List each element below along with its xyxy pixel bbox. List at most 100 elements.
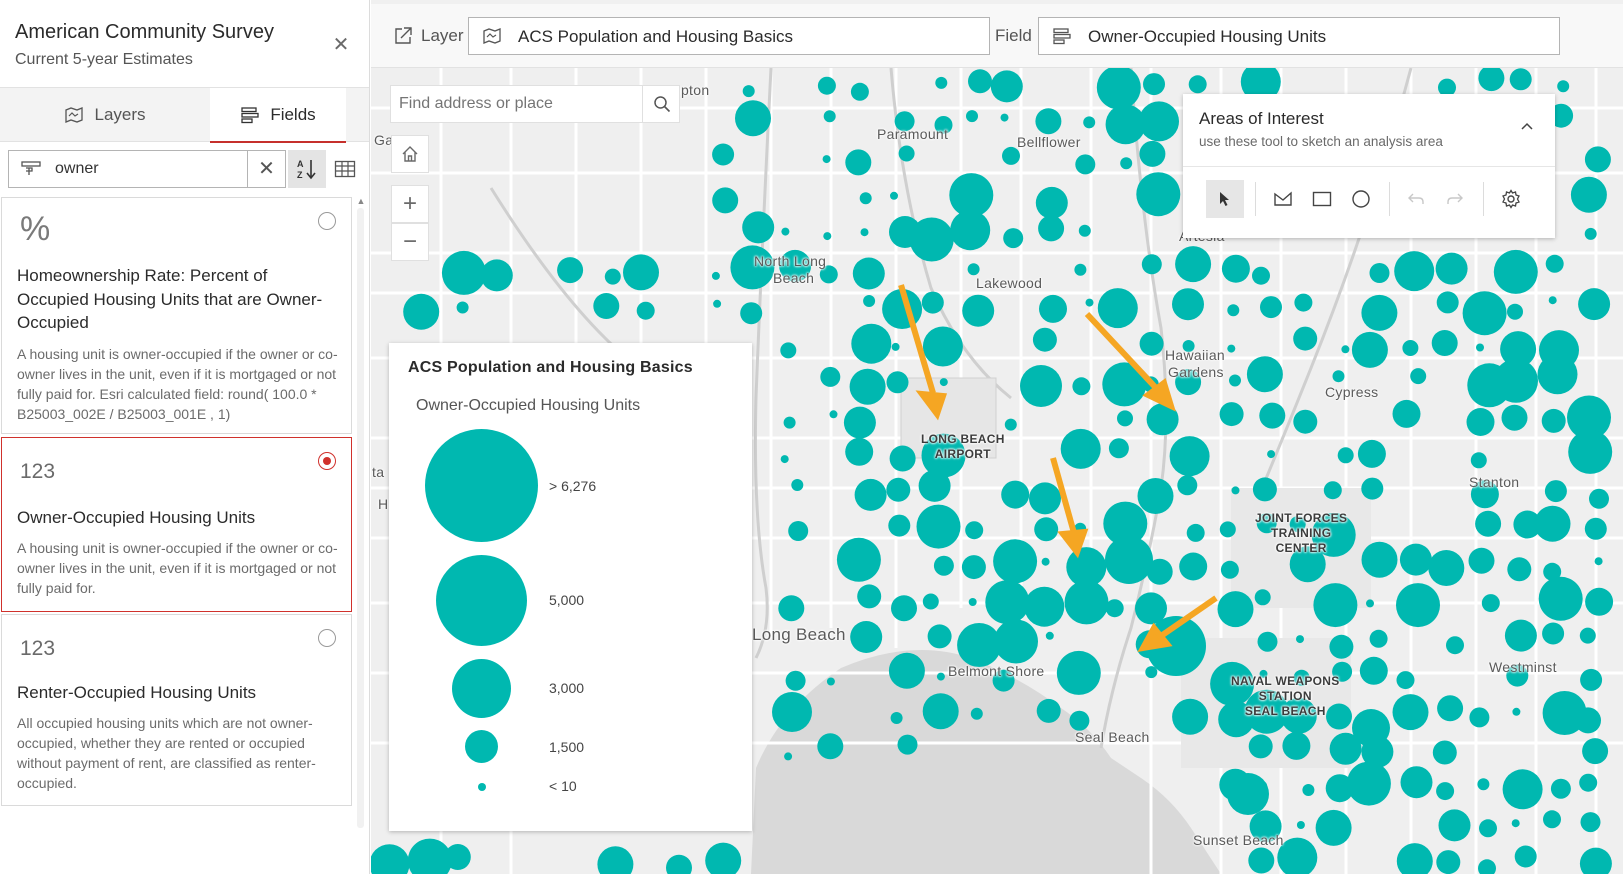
symbol-bubble: [1361, 477, 1384, 500]
symbol-bubble: [1256, 513, 1277, 534]
panel-tabs: Layers Fields: [0, 88, 369, 143]
field-select[interactable]: Owner-Occupied Housing Units: [1038, 17, 1560, 55]
search-input[interactable]: [399, 86, 639, 122]
symbol-bubble: [849, 368, 886, 405]
map-layers-icon: [483, 28, 501, 44]
chevron-up-icon[interactable]: [1517, 116, 1537, 136]
symbol-bubble: [1172, 288, 1204, 321]
symbol-bubble: [933, 555, 954, 576]
symbol-bubble: [1280, 697, 1317, 734]
symbol-bubble: [852, 257, 885, 290]
naval-label-line3: SEAL BEACH: [1244, 704, 1326, 718]
sort-az-icon[interactable]: A Z: [288, 150, 326, 188]
zoom-out-button[interactable]: −: [391, 223, 429, 261]
symbol-bubble: [772, 692, 812, 732]
symbol-bubble: [890, 191, 898, 200]
place-label-long-beach: Long Beach: [752, 625, 846, 644]
table-icon[interactable]: [330, 150, 360, 188]
symbol-bubble: [1210, 661, 1255, 706]
symbol-bubble: [1172, 698, 1209, 735]
symbol-bubble: [557, 257, 584, 284]
field-card-homeownership-rate[interactable]: % Homeownership Rate: Percent of Occupie…: [1, 197, 352, 434]
symbol-bubble: [922, 693, 959, 730]
symbol-bubble: [1002, 146, 1020, 165]
symbol-bubble: [922, 593, 939, 610]
symbol-bubble: [780, 342, 797, 359]
home-icon[interactable]: [391, 135, 429, 173]
field-name: Homeownership Rate: Percent of Occupied …: [17, 266, 323, 332]
symbol-bubble: [965, 521, 984, 540]
polygon-icon[interactable]: [1264, 180, 1302, 218]
place-label-hawaiian-gardens: Hawaiian: [1165, 347, 1225, 363]
symbol-bubble: [1594, 557, 1603, 566]
symbol-bubble: [1252, 266, 1270, 285]
redo-icon[interactable]: [1436, 180, 1474, 218]
symbol-bubble: [1066, 547, 1107, 588]
scrollbar-thumb[interactable]: [357, 208, 364, 828]
symbol-bubble-large: [1227, 773, 1269, 815]
symbol-bubble: [889, 445, 916, 472]
close-icon[interactable]: ✕: [332, 34, 350, 56]
symbol-bubble: [1534, 505, 1571, 542]
symbol-bubble: [1446, 636, 1464, 655]
layer-select[interactable]: ACS Population and Housing Basics: [468, 17, 990, 55]
symbol-bubble: [1369, 263, 1390, 283]
symbol-bubble: [1182, 340, 1195, 352]
symbol-bubble: [666, 854, 692, 874]
symbol-bubble: [1466, 408, 1495, 436]
symbol-bubble: [604, 268, 621, 285]
symbol-bubble: [1034, 517, 1059, 542]
map-view[interactable]: mpton Paramount Bellflower Artesia North…: [371, 68, 1623, 874]
scroll-up-arrow-icon[interactable]: ▲: [356, 196, 366, 206]
field-description: All occupied housing units which are not…: [17, 715, 316, 791]
select-pointer-icon[interactable]: [1206, 180, 1244, 218]
clear-filter-button[interactable]: ✕: [248, 150, 286, 188]
symbol-bubble: [1394, 251, 1435, 292]
place-label-seal-beach: Seal Beach: [1075, 729, 1150, 745]
zoom-in-button[interactable]: +: [391, 185, 429, 223]
field-filter[interactable]: [8, 150, 248, 188]
symbol-bubble: [1436, 782, 1455, 801]
symbol-bubble: [1506, 664, 1529, 687]
settings-gear-icon[interactable]: [1492, 180, 1530, 218]
symbol-bubble: [1361, 294, 1398, 331]
annotation-arrows: [898, 284, 1218, 652]
field-card-owner-occupied[interactable]: 123 Owner-Occupied Housing Units A housi…: [1, 437, 352, 612]
symbol-bubble: [1392, 399, 1421, 428]
symbol-bubble: [1143, 73, 1165, 96]
tab-fields[interactable]: Fields: [210, 88, 346, 143]
place-label-belmont-shore: Belmont Shore: [948, 663, 1045, 679]
field-radio-selected[interactable]: [318, 452, 336, 470]
symbol-bubble: [1477, 778, 1490, 791]
jftc-label-line3: CENTER: [1275, 541, 1327, 555]
open-external-icon[interactable]: [393, 26, 413, 46]
field-card-renter-occupied[interactable]: 123 Renter-Occupied Housing Units All oc…: [1, 614, 352, 806]
symbol-bubble: [921, 433, 966, 478]
search-icon[interactable]: [642, 86, 680, 122]
tab-layers[interactable]: Layers: [0, 88, 210, 142]
symbol-bubble: [1493, 249, 1538, 294]
symbol-bubble: [1085, 298, 1094, 307]
symbol-bubble: [1589, 488, 1609, 509]
field-radio[interactable]: [318, 629, 336, 647]
filter-input[interactable]: [55, 151, 235, 187]
symbol-bubble: [1179, 552, 1208, 581]
symbol-bubble: [918, 469, 951, 502]
rectangle-icon[interactable]: [1303, 180, 1341, 218]
symbol-bubble: [1402, 340, 1419, 356]
symbol-bubble: [1504, 619, 1537, 652]
symbol-bubble: [1570, 176, 1607, 213]
symbol-bubble: [403, 293, 440, 330]
circle-icon[interactable]: [1342, 180, 1380, 218]
symbol-bubble: [1248, 847, 1275, 874]
symbol-bubble: [857, 584, 882, 609]
field-radio[interactable]: [318, 212, 336, 230]
symbol-bubble: [781, 227, 790, 236]
undo-icon[interactable]: [1397, 180, 1435, 218]
filter-icon: [21, 161, 41, 175]
place-label-north-long-beach-2: Beach: [773, 270, 815, 286]
symbol-bubble: [962, 294, 995, 327]
symbol-bubble: [1136, 172, 1181, 217]
legend-subtitle: Owner-Occupied Housing Units: [416, 397, 641, 414]
address-search[interactable]: [390, 85, 680, 123]
